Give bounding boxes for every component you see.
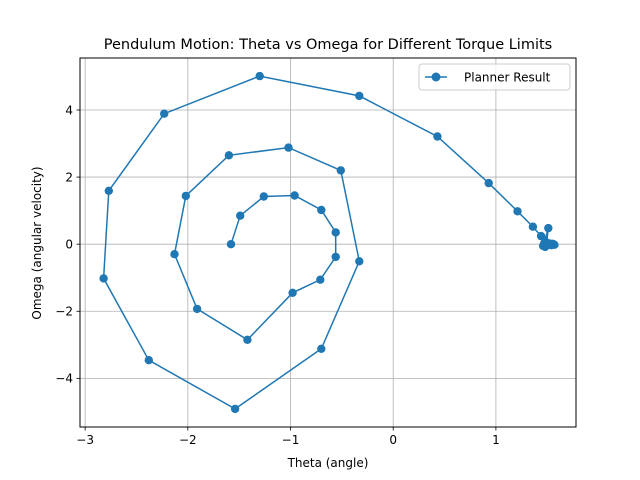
data-point	[331, 252, 340, 262]
y-tick-label: 4	[65, 103, 73, 117]
x-tick-label: −1	[282, 433, 300, 447]
legend-label: Planner Result	[464, 71, 551, 85]
x-tick-label: 1	[492, 433, 500, 447]
data-point	[284, 143, 293, 152]
data-point	[224, 151, 234, 160]
y-tick-label: 0	[65, 237, 73, 251]
x-tick-label: 0	[389, 433, 397, 447]
data-point	[513, 207, 522, 216]
data-point	[226, 240, 236, 249]
x-tick-label: −3	[76, 433, 94, 447]
data-point	[331, 228, 340, 237]
data-point	[104, 186, 114, 195]
data-point	[99, 274, 108, 283]
data-point	[316, 275, 325, 284]
data-point	[181, 191, 190, 201]
grid	[80, 58, 576, 427]
y-axis-label: Omega (angular velocity)	[30, 166, 44, 319]
y-tick-label: −4	[55, 372, 73, 386]
data-point	[170, 250, 179, 259]
data-point	[144, 356, 153, 365]
data-point	[541, 242, 550, 252]
plot-frame	[79, 57, 577, 428]
data-point	[243, 335, 252, 344]
x-axis-label: Theta (angle)	[287, 456, 369, 470]
data-point	[192, 304, 202, 314]
legend-marker	[431, 72, 441, 82]
y-tick-label: −2	[55, 305, 73, 319]
data-point	[484, 178, 493, 188]
series-line	[102, 75, 555, 410]
data-point	[528, 222, 538, 231]
data-point	[544, 223, 553, 233]
x-tick-label: −2	[179, 433, 197, 447]
data-point	[317, 205, 326, 215]
data-point	[355, 257, 364, 266]
data-point	[317, 344, 326, 353]
axis-ticks: −3 −2 −1 0 1 −4 −2 0 2 4	[55, 103, 499, 447]
data-point	[259, 192, 268, 201]
legend-box	[418, 63, 571, 91]
data-point	[255, 71, 264, 81]
data-point	[355, 91, 364, 101]
data-point	[230, 404, 240, 414]
data-point	[160, 109, 169, 118]
series-markers	[99, 71, 559, 414]
data-point	[433, 132, 442, 141]
data-point	[236, 211, 245, 220]
series-layer	[99, 71, 559, 414]
data-point	[336, 166, 345, 175]
chart-title: Pendulum Motion: Theta vs Omega for Diff…	[104, 37, 552, 53]
y-tick-label: 2	[65, 170, 73, 184]
legend: Planner Result	[418, 63, 571, 91]
data-point	[290, 191, 299, 200]
data-point	[288, 288, 297, 297]
